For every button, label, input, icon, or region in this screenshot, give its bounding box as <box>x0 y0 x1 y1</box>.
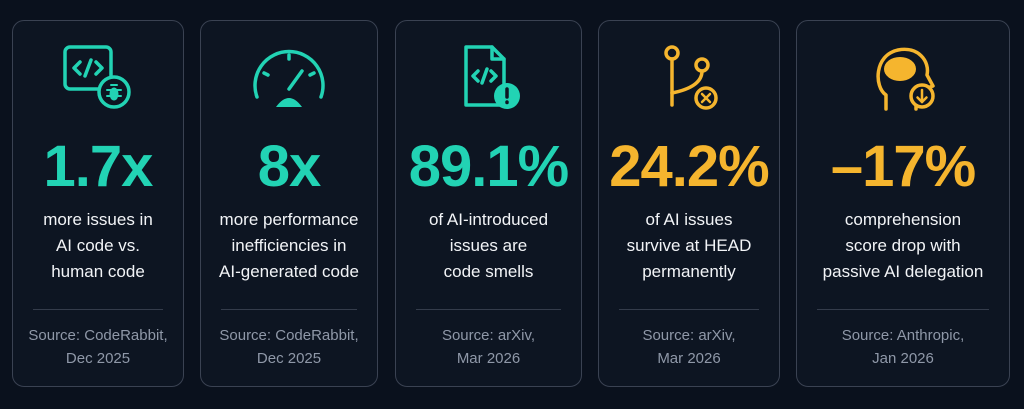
source: Source: CodeRabbit, Dec 2025 <box>13 324 183 370</box>
code-bug-icon <box>63 45 131 109</box>
source: Source: CodeRabbit, Dec 2025 <box>201 324 377 370</box>
source-line: Jan 2026 <box>872 350 934 367</box>
source: Source: Anthropic, Jan 2026 <box>797 324 1009 370</box>
branch-error-icon <box>664 45 718 110</box>
description-line: of AI issues <box>645 210 733 229</box>
description: comprehension score drop with passive AI… <box>797 207 1009 285</box>
description-line: issues are <box>449 236 528 255</box>
source-line: Dec 2025 <box>256 350 322 367</box>
description: more performance inefficiencies in AI-ge… <box>201 207 377 285</box>
source-line: Mar 2026 <box>657 350 721 367</box>
description-line: comprehension <box>844 210 962 229</box>
file-alert-icon <box>463 45 520 109</box>
gauge-icon <box>253 49 325 107</box>
divider <box>33 309 163 310</box>
source-line: Source: CodeRabbit, <box>219 327 359 344</box>
source-line: Source: arXiv, <box>642 327 736 344</box>
source-line: Dec 2025 <box>65 350 131 367</box>
description-line: code smells <box>443 262 534 281</box>
description-line: more performance <box>219 210 359 229</box>
stat-value: –17% <box>830 134 976 199</box>
source-line: Source: arXiv, <box>441 327 536 344</box>
brain-decline-icon <box>876 47 935 111</box>
source-line: Source: Anthropic, <box>841 327 965 344</box>
description-line: AI-generated code <box>219 262 359 281</box>
source: Source: arXiv, Mar 2026 <box>599 324 779 370</box>
description-line: passive AI delegation <box>822 262 984 281</box>
divider <box>416 309 561 310</box>
stat-value: 1.7x <box>43 134 154 199</box>
stat-card: 24.2% of AI issues survive at HEAD perma… <box>598 20 780 387</box>
stat-value: 8x <box>257 134 322 199</box>
description-line: AI code vs. <box>55 236 141 255</box>
divider <box>221 309 357 310</box>
divider <box>619 309 759 310</box>
stat-value: 24.2% <box>609 134 769 199</box>
source: Source: arXiv, Mar 2026 <box>396 324 581 370</box>
description-line: permanently <box>642 262 736 281</box>
stat-card: 1.7x more issues in AI code vs. human co… <box>12 20 184 387</box>
description-line: more issues in <box>43 210 153 229</box>
stat-value: 89.1% <box>408 134 569 199</box>
description-line: human code <box>51 262 145 281</box>
description-line: of AI-introduced <box>428 210 549 229</box>
description: of AI issues survive at HEAD permanently <box>599 207 779 285</box>
divider <box>817 309 989 310</box>
description-line: score drop with <box>845 236 961 255</box>
description: of AI-introduced issues are code smells <box>396 207 581 285</box>
source-line: Source: CodeRabbit, <box>28 327 168 344</box>
description-line: inefficiencies in <box>231 236 347 255</box>
description-line: survive at HEAD <box>626 236 752 255</box>
source-line: Mar 2026 <box>456 350 521 367</box>
stat-card: –17% comprehension score drop with passi… <box>796 20 1010 387</box>
stat-card: 8x more performance inefficiencies in AI… <box>200 20 378 387</box>
stat-card: 89.1% of AI-introduced issues are code s… <box>395 20 582 387</box>
description: more issues in AI code vs. human code <box>13 207 183 285</box>
